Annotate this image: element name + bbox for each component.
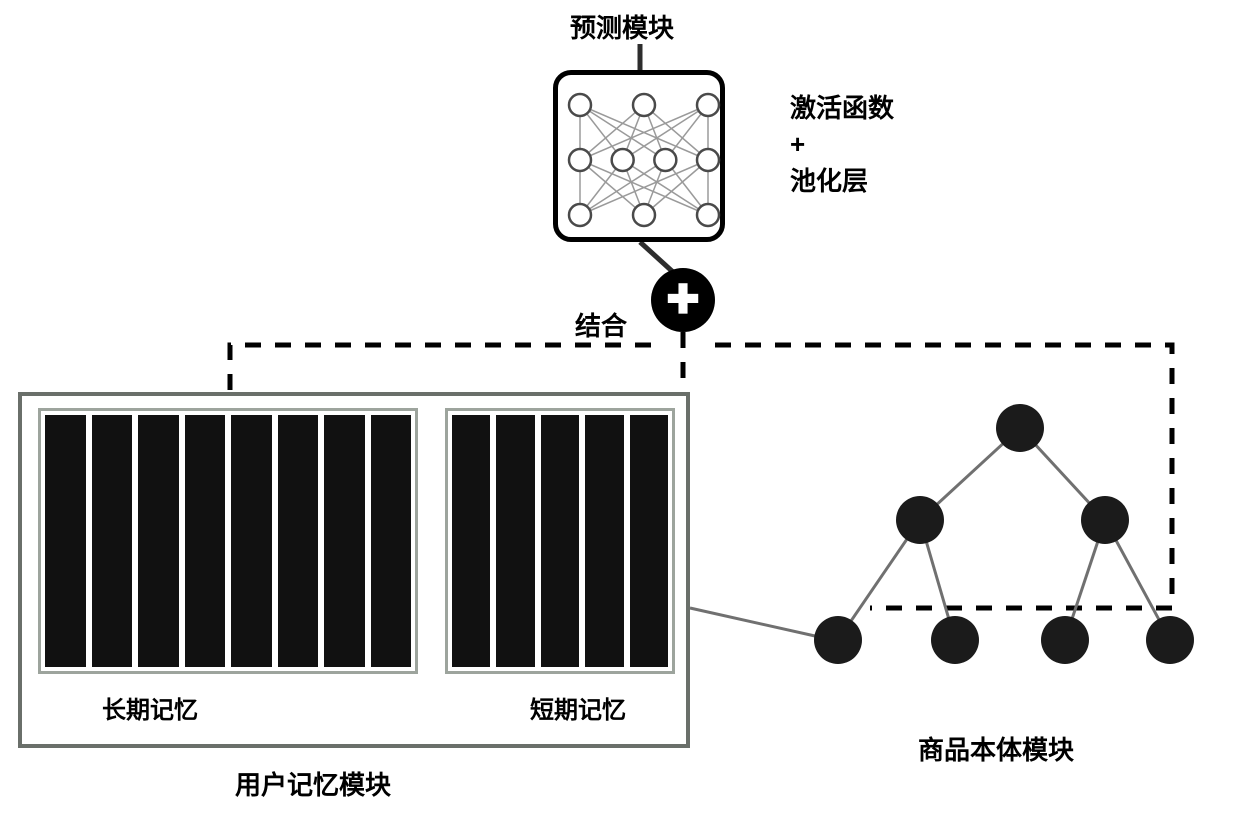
combine-label: 结合 [575, 306, 627, 343]
memory-bar [541, 415, 579, 667]
memory-bar [231, 415, 272, 667]
memory-bar [185, 415, 226, 667]
memory-bar [138, 415, 179, 667]
long-term-bars [41, 411, 415, 671]
long-term-memory-box [38, 408, 418, 674]
ontology-label: 商品本体模块 [918, 730, 1074, 767]
prediction-label: 预测模块 [570, 8, 674, 45]
short-term-memory-box [445, 408, 675, 674]
nn-box [553, 70, 725, 242]
plus-glyph: ✚ [666, 277, 700, 323]
memory-bar [371, 415, 412, 667]
memory-bar [278, 415, 319, 667]
nn-svg [558, 75, 730, 247]
memory-bar [630, 415, 668, 667]
memory-bar [45, 415, 86, 667]
memory-bar [496, 415, 534, 667]
fusion-plus-icon: ✚ [651, 268, 715, 332]
short-term-bars [448, 411, 672, 671]
memory-bar [585, 415, 623, 667]
memory-bar [92, 415, 133, 667]
long-term-label: 长期记忆 [102, 690, 198, 725]
memory-bar [452, 415, 490, 667]
short-term-label: 短期记忆 [530, 690, 626, 725]
activation-pool-label: 激活函数 + 池化层 [790, 90, 894, 199]
memory-bar [324, 415, 365, 667]
user-memory-label: 用户记忆模块 [235, 765, 391, 802]
